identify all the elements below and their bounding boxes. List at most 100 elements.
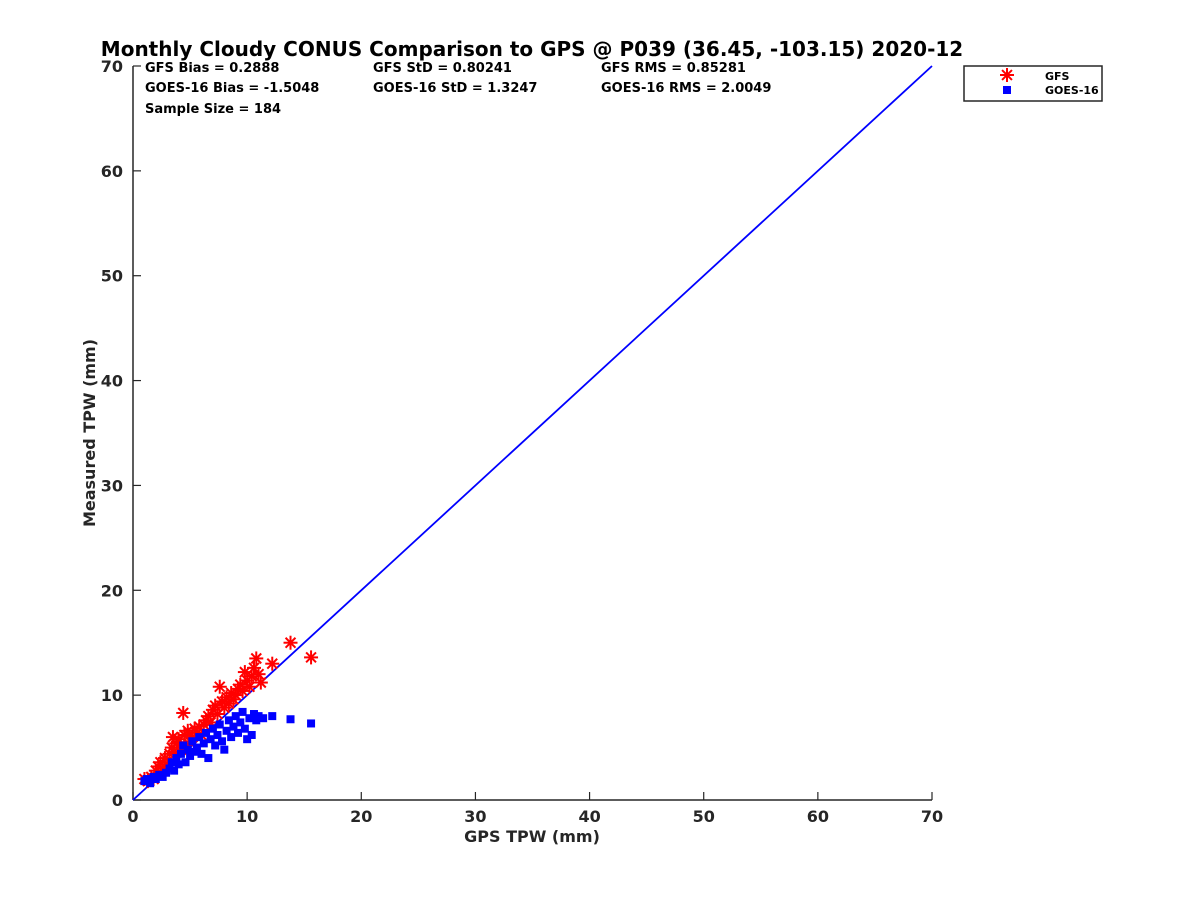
goes-16-point [218,737,227,746]
goes-16-point [146,779,155,788]
y-tick-label: 0 [112,791,123,810]
goes-16-point [165,764,174,773]
goes-16-point [151,775,160,784]
goes-16-point [236,718,245,727]
goes-16-point [172,754,181,763]
legend-label-gfs: GFS [1045,70,1070,83]
x-tick-label: 10 [236,807,258,826]
goes-16-point [227,733,236,742]
chart-title: Monthly Cloudy CONUS Comparison to GPS @… [101,37,963,61]
stat-sample-size: Sample Size = 184 [145,102,281,117]
x-tick-label: 40 [578,807,600,826]
gfs-point [246,660,261,675]
goes-16-point [204,754,213,763]
series-layer [137,635,319,789]
goes-16-point [252,716,261,725]
goes-16-point [307,719,316,728]
goes-16-point [167,758,176,767]
gfs-point [180,723,195,738]
goes-16-point [162,768,171,777]
goes-16-point [179,741,188,750]
goes-16-point [286,715,295,724]
goes-16-point [192,743,201,752]
stat-gfs-rms: GFS RMS = 0.85281 [601,61,746,76]
goes-16-point [158,772,167,781]
goes-16-point [231,712,240,721]
goes-16-point [254,712,263,721]
goes-16-point [247,730,256,739]
goes-16-point [229,722,238,731]
goes-16-point [213,730,222,739]
goes-16-point [238,707,247,716]
one-to-one-line [132,65,933,801]
x-tick-label: 20 [350,807,372,826]
y-tick-label: 70 [101,57,123,76]
x-tick-label: 0 [127,807,138,826]
goes-16-point [249,710,258,719]
stat-goes-std: GOES-16 StD = 1.3247 [373,81,537,96]
goes-16-point [222,726,231,735]
gfs-point [212,679,227,694]
goes-16-point [215,720,224,729]
series-goes-16 [140,707,316,788]
goes-16-point [174,760,183,769]
y-tick-label: 30 [101,476,123,495]
goes-16-point [208,724,217,733]
legend: GFS GOES-16 [963,65,1103,102]
legend-square-icon [1003,86,1011,94]
legend-box [963,65,1103,102]
y-axis-label: Measured TPW (mm) [80,339,99,527]
goes-16-point [243,735,252,744]
stat-goes-bias: GOES-16 Bias = -1.5048 [145,81,319,96]
gfs-point [176,705,191,720]
gfs-point [304,650,319,665]
goes-16-point [240,724,249,733]
x-tick-label: 50 [693,807,715,826]
x-tick-label: 60 [807,807,829,826]
legend-marker-gfs [1000,68,1014,82]
stat-gfs-bias: GFS Bias = 0.2888 [145,61,279,76]
goes-16-point [197,749,206,758]
legend-marker-goes-16 [1003,86,1011,94]
goes-16-point [170,766,179,775]
gfs-point [283,635,298,650]
y-tick-label: 40 [101,372,123,391]
goes-16-point [259,714,268,723]
goes-16-point [183,745,192,754]
goes-16-point [188,737,197,746]
y-tick-label: 60 [101,162,123,181]
x-tick-label: 30 [464,807,486,826]
chart-root: Monthly Cloudy CONUS Comparison to GPS @… [80,37,1103,846]
goes-16-point [181,758,190,767]
stat-gfs-std: GFS StD = 0.80241 [373,61,512,76]
goes-16-point [211,741,220,750]
goes-16-point [142,775,151,784]
gfs-point [253,675,268,690]
gfs-point [265,656,280,671]
goes-16-point [206,735,215,744]
goes-16-point [190,747,199,756]
gfs-point [249,651,264,666]
goes-16-point [268,712,277,721]
goes-16-point [245,714,254,723]
legend-asterisk-icon [1000,68,1014,82]
x-axis-label: GPS TPW (mm) [464,827,600,846]
axes: 0 10 20 30 40 50 60 70 0 10 20 30 40 50 60 70 [101,57,943,826]
stat-goes-rms: GOES-16 RMS = 2.0049 [601,81,771,96]
y-tick-label: 20 [101,581,123,600]
goes-16-point [220,745,229,754]
x-tick-label: 70 [921,807,943,826]
goes-16-point [234,728,243,737]
goes-16-point [195,733,204,742]
y-tick-label: 50 [101,267,123,286]
gfs-point [251,667,266,682]
series-gfs [137,635,319,789]
goes-16-point [224,716,233,725]
legend-label-goes-16: GOES-16 [1045,84,1099,97]
reference-line-layer [132,65,933,801]
goes-16-point [186,751,195,760]
goes-16-point [202,728,211,737]
y-tick-label: 10 [101,686,123,705]
gfs-point [242,679,257,694]
goes-16-point [199,739,208,748]
